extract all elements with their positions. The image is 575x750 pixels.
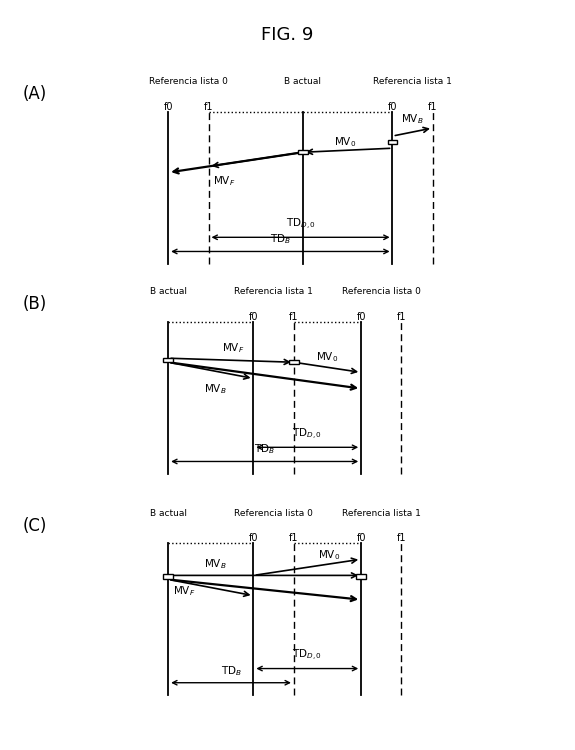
Text: f1: f1 [397,532,406,543]
Text: MV$_F$: MV$_F$ [172,584,195,598]
Text: FIG. 9: FIG. 9 [261,26,314,44]
Text: TD$_{D,0}$: TD$_{D,0}$ [286,217,316,232]
Text: f0: f0 [249,532,258,543]
Text: TD$_B$: TD$_B$ [254,442,275,457]
Text: MV$_F$: MV$_F$ [213,175,236,188]
Text: B actual: B actual [150,509,187,518]
Text: f1: f1 [397,312,406,322]
Text: B actual: B actual [284,77,321,86]
Bar [163,358,173,362]
Text: B actual: B actual [150,287,187,296]
Bar [298,150,308,154]
Text: MV$_B$: MV$_B$ [401,112,424,126]
Text: (A): (A) [23,86,47,104]
Text: MV$_0$: MV$_0$ [316,350,339,364]
Text: TD$_{D,0}$: TD$_{D,0}$ [292,649,322,664]
Text: TD$_B$: TD$_B$ [270,232,291,247]
Text: f0: f0 [388,102,397,112]
Text: MV$_0$: MV$_0$ [319,548,341,562]
Bar [289,360,299,364]
Text: Referencia lista 1: Referencia lista 1 [342,509,421,518]
Text: MV$_B$: MV$_B$ [204,557,227,572]
Text: f1: f1 [289,532,298,543]
Text: Referencia lista 0: Referencia lista 0 [234,509,313,518]
Text: Referencia lista 0: Referencia lista 0 [149,77,228,86]
Text: TD$_{D,0}$: TD$_{D,0}$ [292,427,322,442]
Text: f0: f0 [356,532,366,543]
Text: f1: f1 [428,102,438,112]
Text: Referencia lista 0: Referencia lista 0 [342,287,421,296]
Bar [356,574,366,579]
Text: TD$_B$: TD$_B$ [221,664,242,678]
Text: (B): (B) [23,296,47,314]
Text: Referencia lista 1: Referencia lista 1 [373,77,452,86]
Text: (C): (C) [23,517,47,535]
Text: f1: f1 [204,102,213,112]
Text: MV$_0$: MV$_0$ [334,136,356,149]
Bar [388,140,397,144]
Text: f1: f1 [289,312,298,322]
Text: MV$_F$: MV$_F$ [222,341,244,356]
Text: f0: f0 [163,102,173,112]
Text: f0: f0 [249,312,258,322]
Text: MV$_B$: MV$_B$ [204,382,227,396]
Text: f0: f0 [356,312,366,322]
Text: Referencia lista 1: Referencia lista 1 [234,287,313,296]
Bar [163,574,173,579]
